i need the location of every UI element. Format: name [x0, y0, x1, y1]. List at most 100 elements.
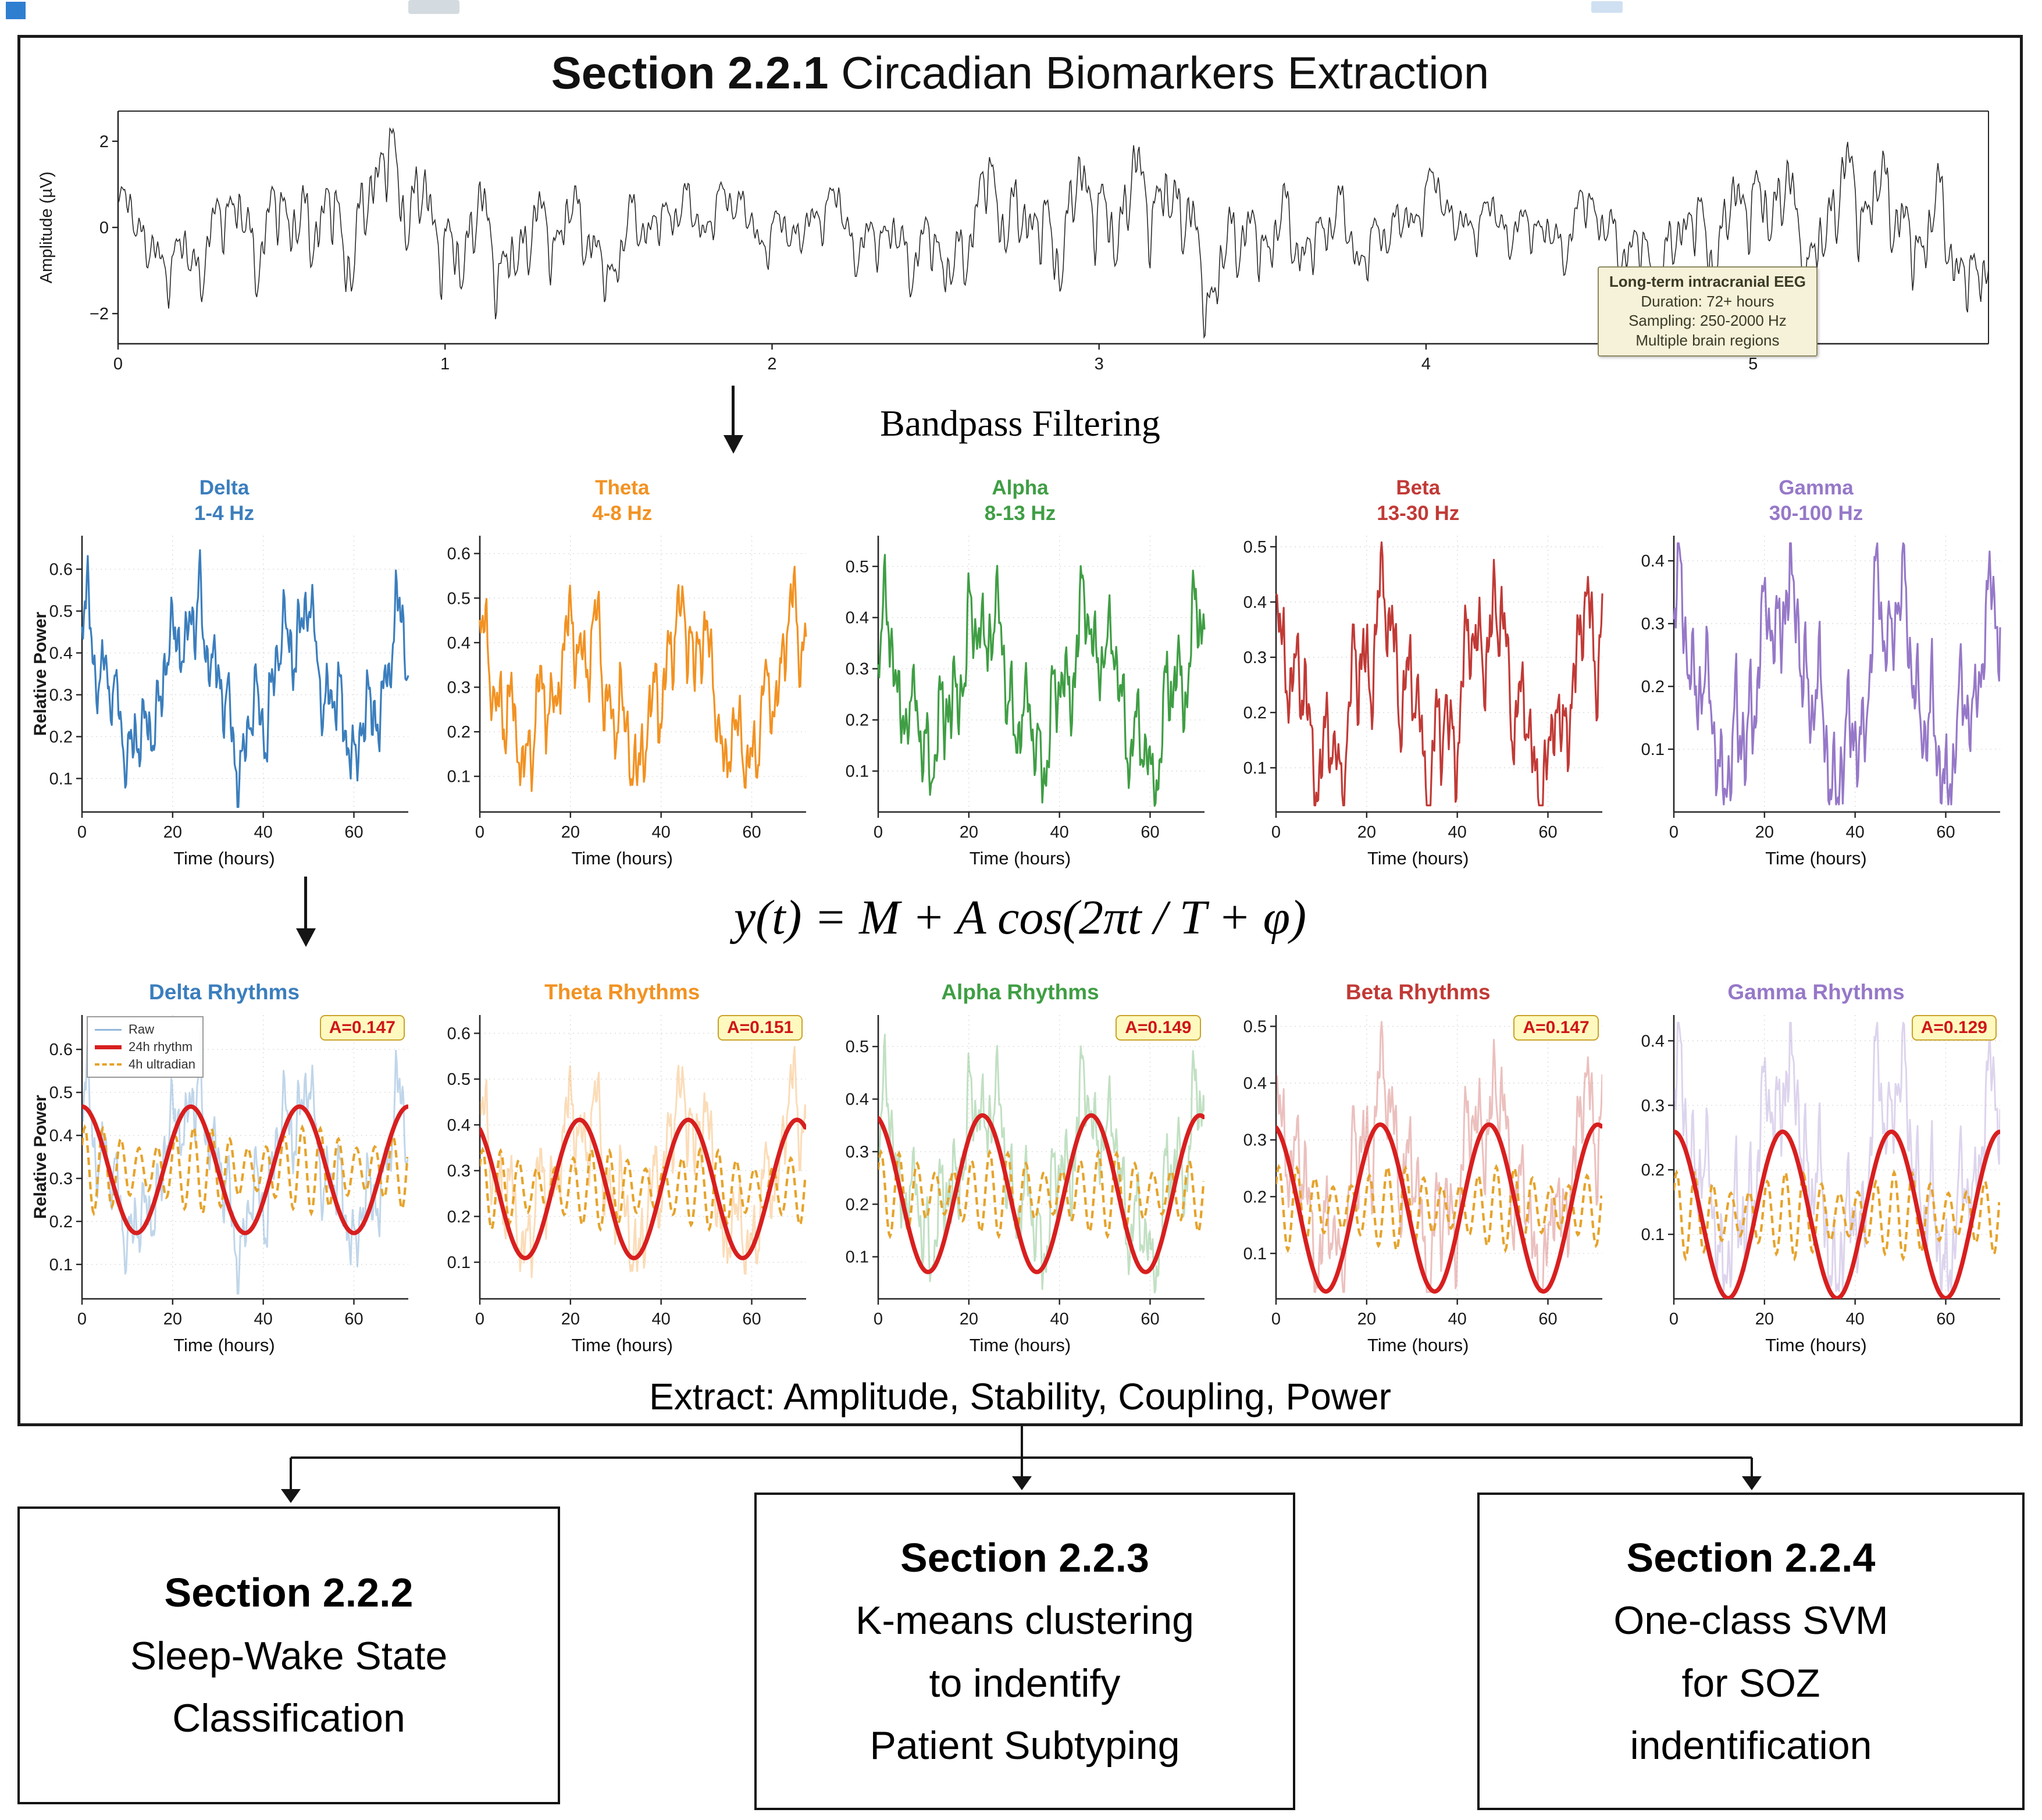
band-name: Beta: [1396, 476, 1441, 499]
band-title: Gamma 30-100 Hz: [1769, 475, 1863, 529]
section-line: Sleep-Wake State: [130, 1633, 448, 1678]
band-range: 1-4 Hz: [194, 501, 255, 525]
section-title: Section 2.2.4: [1626, 1534, 1876, 1580]
section-line: One-class SVM: [1613, 1598, 1888, 1643]
cosinor-formula: y(t) = M + A cos(2πt / T + φ): [733, 891, 1307, 945]
svg-text:0: 0: [1669, 823, 1678, 842]
annotation-line: Multiple brain regions: [1635, 332, 1780, 350]
x-axis-label: Time (hours): [173, 1335, 275, 1355]
svg-text:0: 0: [1271, 1310, 1281, 1329]
band-plot-beta: Beta 13-30 Hz 0 20 40 60 0.1 0.2 0.3 0.4 0.5 Tim…: [1225, 475, 1612, 872]
rhythm-chart: 0 20 40 60 0.1 0.2 0.3 0.4: [1641, 1015, 2000, 1329]
svg-text:0.5: 0.5: [447, 1070, 471, 1089]
svg-text:0.4: 0.4: [447, 634, 471, 653]
svg-text:0.2: 0.2: [49, 1213, 73, 1231]
svg-text:0: 0: [77, 1310, 87, 1329]
svg-text:60: 60: [344, 823, 363, 842]
bandpass-label: Bandpass Filtering: [880, 403, 1160, 444]
svg-text:0.4: 0.4: [49, 1127, 73, 1145]
svg-text:60: 60: [1936, 1310, 1955, 1329]
svg-text:20: 20: [1357, 823, 1375, 842]
svg-text:0.1: 0.1: [1641, 740, 1665, 759]
svg-text:40: 40: [652, 823, 671, 842]
band-title: Alpha 8-13 Hz: [985, 475, 1056, 529]
svg-text:0.4: 0.4: [1641, 552, 1665, 571]
svg-text:0: 0: [1271, 823, 1281, 842]
section-line: Patient Subtyping: [869, 1723, 1180, 1768]
down-arrow-icon: [304, 877, 307, 939]
svg-text:0.2: 0.2: [1641, 678, 1665, 696]
band-range: 13-30 Hz: [1377, 501, 1460, 525]
rhythm-chart: 0 20 40 60 0.1 0.2 0.3 0.4 0.5: [845, 1015, 1204, 1329]
svg-text:60: 60: [743, 823, 761, 842]
band-chart: 0 20 40 60 0.1 0.2 0.3 0.4 0.5: [1243, 536, 1603, 842]
raw-eeg-chart: 0 1 2 3 4 5 −2 0 2 Amplitude (µV): [37, 111, 1989, 373]
figure-title-rest: Circadian Biomarkers Extraction: [828, 47, 1489, 98]
svg-text:40: 40: [1050, 1310, 1068, 1329]
svg-text:20: 20: [959, 823, 978, 842]
section-221-panel: Section 2.2.1 Circadian Biomarkers Extra…: [17, 35, 2023, 1426]
x-axis-label: Time (hours): [571, 1335, 673, 1355]
legend-fit-swatch: [95, 1045, 122, 1049]
rhythm-plot-alpha: Alpha Rhythms 0 20 40 60 0.1 0.2 0.3 0.4 0.5 A=0…: [827, 978, 1214, 1359]
svg-text:0.3: 0.3: [845, 660, 868, 679]
rhythm-chart: 0 20 40 60 0.1 0.2 0.3 0.4 0.5 0.6 Relative Power: [31, 1015, 408, 1329]
down-arrow-icon: [732, 386, 735, 446]
section-2-2-4-box: Section 2.2.4 One-class SVM for SOZ inde…: [1477, 1493, 2025, 1810]
svg-text:0.5: 0.5: [49, 603, 73, 621]
svg-text:40: 40: [254, 823, 273, 842]
svg-text:0.2: 0.2: [1641, 1161, 1665, 1180]
band-plot-theta: Theta 4-8 Hz 0 20 40 60 0.1 0.2 0.3 0.4 0.5 0.6 T…: [429, 475, 815, 872]
svg-text:20: 20: [561, 823, 580, 842]
svg-text:0.4: 0.4: [1641, 1032, 1665, 1050]
svg-text:0.1: 0.1: [447, 1253, 471, 1272]
eeg-annotation-box: Long-term intracranial EEG Duration: 72+…: [1597, 266, 1818, 357]
svg-text:0.4: 0.4: [1243, 593, 1266, 612]
svg-text:0.5: 0.5: [845, 1038, 868, 1056]
section-line: indentification: [1630, 1723, 1872, 1768]
rhythm-plot-beta: Beta Rhythms 0 20 40 60 0.1 0.2 0.3 0.4 0.5 A=0.…: [1225, 978, 1612, 1359]
x-axis-label: Time (hours): [1367, 1335, 1469, 1355]
x-axis-label: Time (hours): [571, 848, 673, 868]
svg-text:0.1: 0.1: [1243, 759, 1266, 778]
svg-text:0: 0: [99, 219, 109, 237]
svg-text:40: 40: [1448, 823, 1466, 842]
svg-text:40: 40: [254, 1310, 273, 1329]
svg-text:0.4: 0.4: [1243, 1074, 1266, 1093]
svg-text:0: 0: [1669, 1310, 1678, 1329]
svg-text:0.2: 0.2: [49, 728, 73, 746]
band-name: Alpha: [992, 476, 1049, 499]
svg-text:0.3: 0.3: [845, 1143, 868, 1162]
figure-title-section: Section 2.2.1: [551, 47, 829, 98]
svg-text:4: 4: [1421, 355, 1431, 373]
svg-text:0.3: 0.3: [49, 686, 73, 704]
svg-text:0.1: 0.1: [1641, 1226, 1665, 1244]
band-name: Gamma: [1779, 476, 1854, 499]
section-title: Section 2.2.3: [900, 1534, 1149, 1580]
svg-text:0.5: 0.5: [1243, 538, 1266, 557]
svg-text:20: 20: [1755, 823, 1774, 842]
svg-text:0.3: 0.3: [1243, 649, 1266, 667]
screenshot-artifact: [408, 0, 459, 14]
amplitude-badge: A=0.149: [1116, 1015, 1201, 1041]
flow-connectors: [281, 1425, 1762, 1503]
legend-ultradian-label: 4h ultradian: [129, 1057, 195, 1071]
rhythm-title: Delta Rhythms: [148, 980, 300, 1004]
svg-text:40: 40: [652, 1310, 671, 1329]
svg-text:0.2: 0.2: [1243, 704, 1266, 722]
rhythm-plot-gamma: Gamma Rhythms 0 20 40 60 0.1 0.2 0.3 0.4 A=0.12…: [1623, 978, 2009, 1359]
svg-text:2: 2: [767, 355, 776, 373]
section-2-2-3-box: Section 2.2.3 K-means clustering to inde…: [754, 1493, 1295, 1810]
svg-text:Amplitude (µV): Amplitude (µV): [37, 172, 56, 283]
svg-text:0.6: 0.6: [49, 1041, 73, 1059]
section-line: for SOZ: [1681, 1661, 1820, 1705]
section-line: to indentify: [929, 1661, 1121, 1705]
svg-text:40: 40: [1050, 823, 1068, 842]
svg-text:20: 20: [163, 823, 182, 842]
svg-text:0.3: 0.3: [1641, 615, 1665, 633]
svg-text:Relative Power: Relative Power: [31, 1095, 50, 1219]
amplitude-badge: A=0.151: [717, 1015, 803, 1041]
svg-text:0.2: 0.2: [447, 723, 471, 742]
svg-text:0.6: 0.6: [447, 545, 471, 564]
svg-text:0.3: 0.3: [1641, 1096, 1665, 1115]
